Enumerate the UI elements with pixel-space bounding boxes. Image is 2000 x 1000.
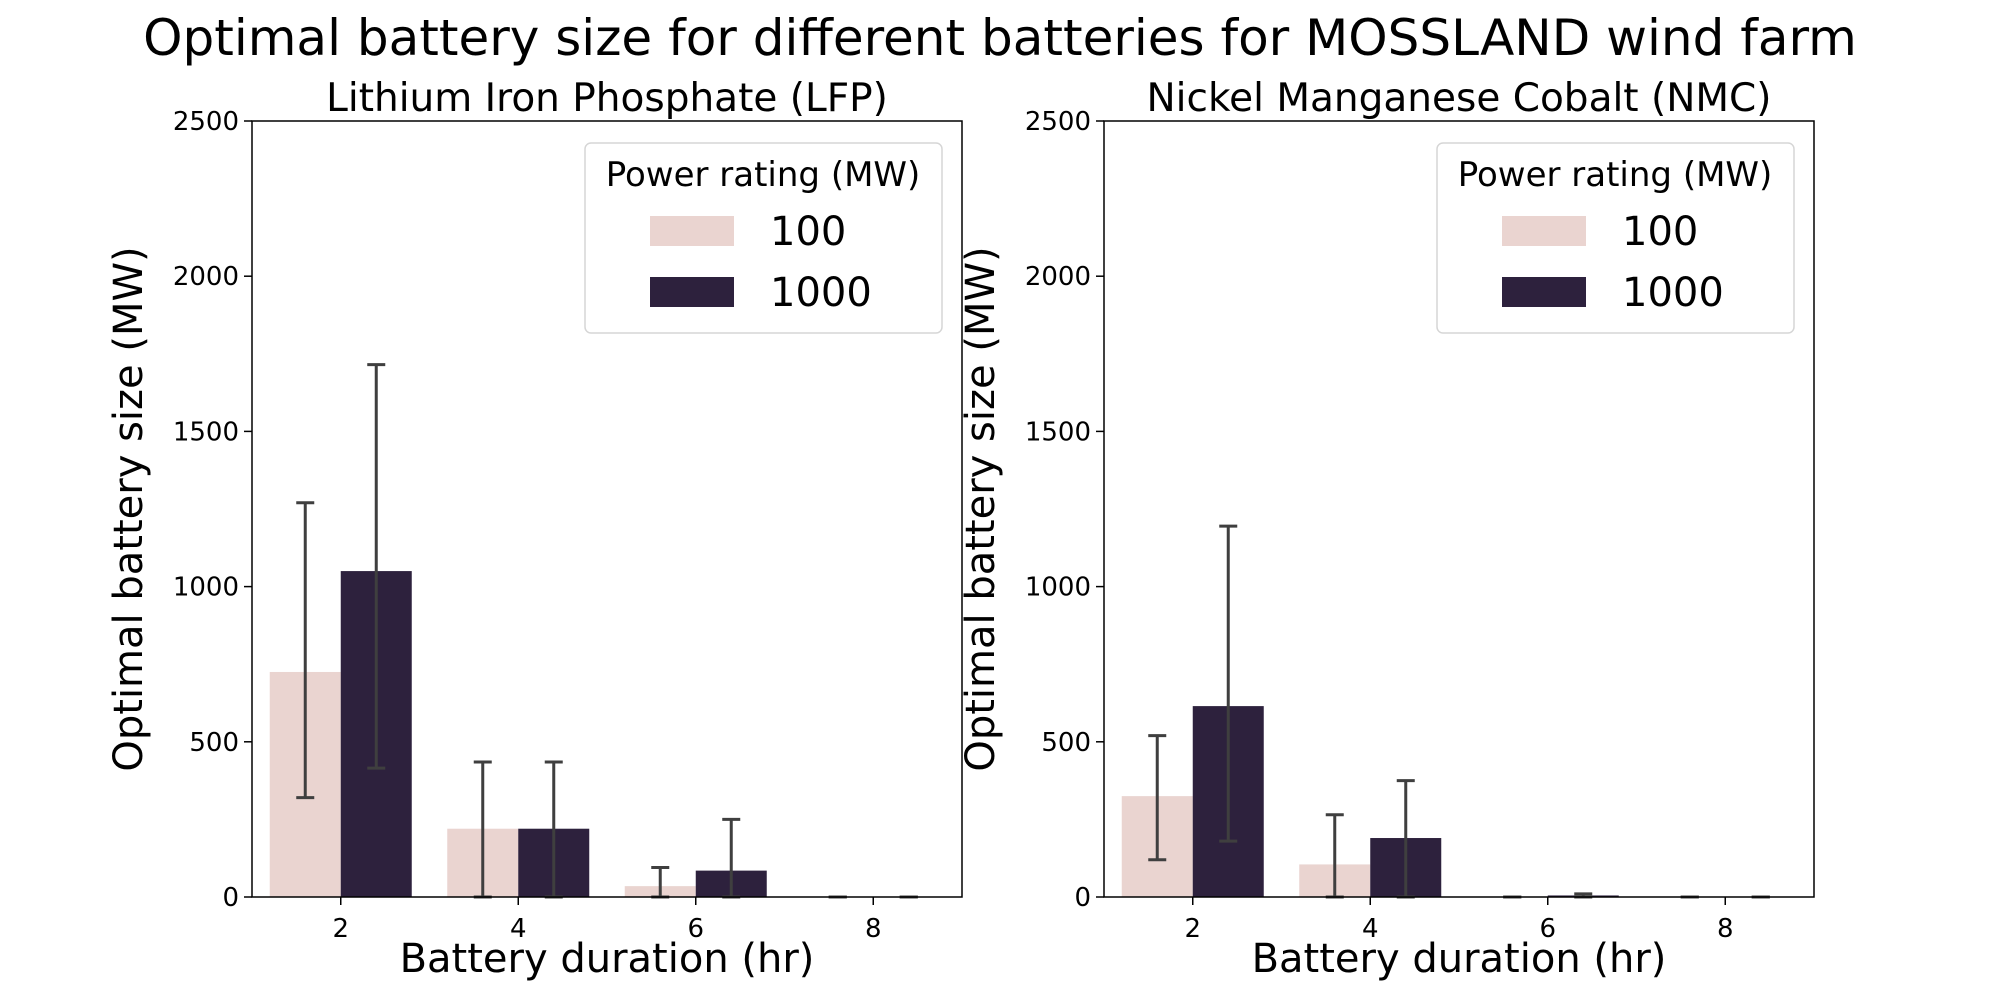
y-axis-label: Optimal battery size (MW)	[958, 246, 1004, 771]
legend-swatch-1000	[650, 277, 734, 307]
y-tick-label: 2500	[173, 107, 239, 137]
x-axis-label: Battery duration (hr)	[1252, 936, 1667, 982]
y-tick-label: 2000	[173, 262, 239, 292]
y-tick-label: 1000	[1025, 573, 1091, 603]
legend: Power rating (MW) 100 1000	[584, 142, 943, 334]
legend: Power rating (MW) 100 1000	[1436, 142, 1795, 334]
chart-title: Lithium Iron Phosphate (LFP)	[326, 76, 888, 121]
y-tick-label: 2000	[1025, 262, 1091, 292]
chart-title: Nickel Manganese Cobalt (NMC)	[1147, 76, 1772, 121]
x-axis-label: Battery duration (hr)	[400, 936, 815, 982]
legend-title: Power rating (MW)	[1458, 155, 1773, 195]
x-tick-label: 2	[1184, 914, 1201, 944]
y-tick-label: 1500	[173, 417, 239, 447]
y-tick-label: 500	[1041, 728, 1091, 758]
legend-label-1000: 1000	[770, 270, 872, 316]
figure-title: Optimal battery size for different batte…	[143, 9, 1857, 67]
legend-swatch-100	[650, 216, 734, 246]
legend-label-100: 100	[770, 209, 846, 255]
legend-title: Power rating (MW)	[606, 155, 921, 195]
x-tick-label: 4	[510, 914, 527, 944]
axes-frame	[251, 120, 963, 898]
y-tick-label: 1000	[173, 573, 239, 603]
y-tick-label: 2500	[1025, 107, 1091, 137]
x-tick-label: 6	[1539, 914, 1556, 944]
legend-swatch-100	[1502, 216, 1586, 246]
legend-label-1000: 1000	[1622, 270, 1724, 316]
y-tick-label: 1500	[1025, 417, 1091, 447]
x-tick-label: 4	[1362, 914, 1379, 944]
y-tick-label: 500	[189, 728, 239, 758]
y-axis-label: Optimal battery size (MW)	[106, 246, 152, 771]
x-tick-label: 6	[687, 914, 704, 944]
y-tick-label: 0	[1074, 883, 1091, 913]
y-tick-label: 0	[222, 883, 239, 913]
legend-label-100: 100	[1622, 209, 1698, 255]
chart-panel-nmc: Nickel Manganese Cobalt (NMC) 0 500 1000 150…	[958, 76, 1815, 982]
x-tick-label: 8	[1717, 914, 1734, 944]
x-tick-label: 8	[865, 914, 882, 944]
x-tick-label: 2	[332, 914, 349, 944]
legend-swatch-1000	[1502, 277, 1586, 307]
axes-frame	[1103, 120, 1815, 898]
chart-panel-lfp: Lithium Iron Phosphate (LFP) 0 500 1000 1500…	[106, 76, 963, 982]
